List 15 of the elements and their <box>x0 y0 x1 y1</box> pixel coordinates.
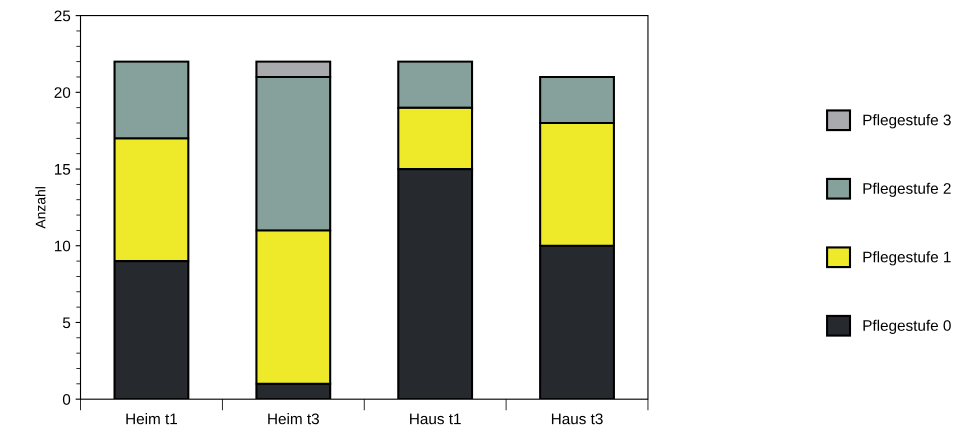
x-tick-label: Haus t3 <box>552 413 603 424</box>
y-tick-label: 15 <box>54 164 70 175</box>
x-tick-label: Heim t3 <box>268 413 319 424</box>
y-tick-label: 25 <box>54 10 70 22</box>
legend-label: Pflegestufe 0 <box>863 320 951 334</box>
legend-label: Pflegestufe 3 <box>863 114 951 128</box>
x-tick-label: Haus t1 <box>410 414 461 424</box>
y-tick-label: 20 <box>54 87 70 98</box>
y-tick-label: 5 <box>62 317 70 328</box>
y-tick-label: 0 <box>62 394 70 405</box>
x-tick-label: Heim t1 <box>126 413 178 424</box>
legend-label: Pflegestufe 1 <box>863 251 951 266</box>
y-tick-label: 10 <box>54 240 70 252</box>
y-axis-title: Anzahl <box>35 187 46 229</box>
legend-label: Pflegestufe 2 <box>863 182 951 197</box>
